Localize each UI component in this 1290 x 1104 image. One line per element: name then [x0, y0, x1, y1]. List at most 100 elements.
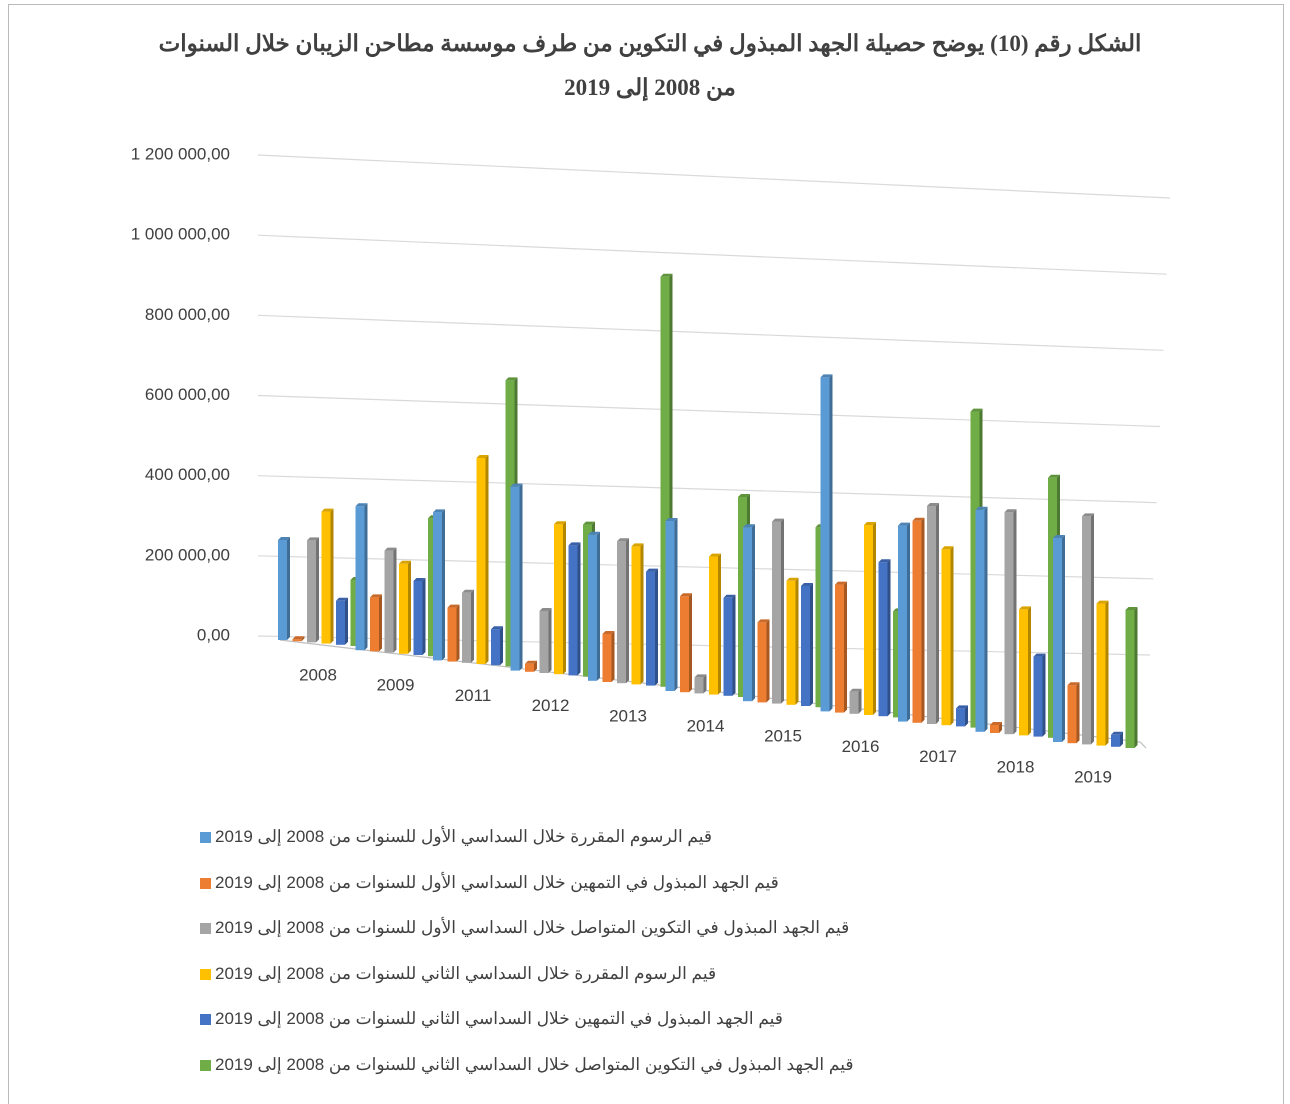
- bar-front: [893, 611, 902, 718]
- bar: [975, 506, 988, 732]
- bar: [1033, 653, 1046, 737]
- bar-front: [990, 725, 999, 733]
- legend-swatch: [200, 923, 211, 935]
- bar-top: [505, 377, 518, 381]
- bar-front: [1082, 516, 1091, 745]
- bar-top: [491, 626, 503, 630]
- bar-front: [307, 540, 316, 643]
- bar: [462, 589, 474, 663]
- bar-front: [757, 622, 767, 703]
- bar-front: [1048, 477, 1057, 738]
- bar: [631, 543, 644, 685]
- bar-side: [611, 631, 615, 682]
- bar-side: [965, 705, 968, 727]
- bar-side: [1076, 682, 1080, 744]
- bar-top: [864, 522, 876, 525]
- bar-side: [364, 503, 368, 651]
- bar: [927, 503, 939, 724]
- bar-side: [795, 577, 799, 705]
- bar-side: [534, 660, 537, 672]
- bar-top: [1096, 600, 1109, 604]
- bar-front: [278, 540, 287, 640]
- bar-side: [330, 508, 334, 644]
- bar-side: [984, 506, 988, 732]
- bar-top: [588, 531, 600, 535]
- bar-front: [927, 506, 936, 724]
- bar-top: [321, 508, 334, 512]
- bar-front: [510, 486, 520, 671]
- bar: [554, 521, 566, 675]
- bar: [539, 608, 552, 673]
- bar-top: [835, 581, 847, 585]
- bar-front: [1067, 685, 1077, 744]
- bar-front: [539, 611, 549, 673]
- floor-edge: [279, 639, 1147, 749]
- bar-top: [568, 542, 581, 546]
- x-tick-label: 2012: [532, 696, 570, 715]
- bar-top: [525, 660, 537, 664]
- bar-side: [287, 537, 290, 640]
- bar: [336, 597, 348, 645]
- bar-top: [307, 537, 319, 541]
- legend-item: قيم الجهد المبذول في التكوين المتواصل خل…: [200, 913, 1020, 959]
- bar-front: [476, 458, 486, 664]
- bar-top: [554, 521, 566, 525]
- bar-side: [519, 483, 523, 671]
- bar-side: [485, 455, 489, 664]
- bar-side: [626, 538, 629, 684]
- bar-front: [1096, 603, 1106, 746]
- bar-side: [471, 589, 474, 663]
- x-tick-label: 2011: [455, 686, 492, 705]
- bar-front: [970, 411, 980, 728]
- bar-side: [301, 636, 305, 642]
- bar-side: [689, 593, 692, 693]
- x-tick-label: 2013: [609, 706, 647, 725]
- bar-side: [548, 608, 552, 673]
- bar: [912, 517, 925, 723]
- grid-line: [257, 314, 1164, 351]
- bar-side: [907, 522, 910, 722]
- bar-top: [738, 494, 750, 497]
- bar-top: [849, 688, 862, 692]
- bar-top: [336, 597, 348, 601]
- bar-top: [447, 604, 460, 608]
- bar: [898, 522, 910, 722]
- bar-front: [743, 527, 752, 702]
- bar-side: [655, 568, 658, 686]
- bar-front: [709, 556, 718, 695]
- bar: [878, 559, 891, 717]
- bar-side: [422, 578, 426, 655]
- bar-side: [1105, 600, 1109, 746]
- bar-side: [858, 688, 862, 714]
- bar: [849, 688, 862, 714]
- x-tick-label: 2014: [687, 716, 725, 735]
- bar-side: [718, 553, 721, 695]
- bar: [723, 594, 736, 696]
- bar-side: [703, 674, 707, 694]
- bar-front: [355, 506, 365, 651]
- bar: [941, 546, 954, 726]
- bar-side: [950, 546, 954, 726]
- bar-side: [781, 518, 784, 704]
- bar-front: [680, 596, 689, 693]
- bar-front: [413, 581, 423, 655]
- bar-side: [887, 559, 891, 717]
- bar-top: [975, 506, 988, 510]
- bar-side: [810, 583, 813, 706]
- bar: [835, 581, 847, 713]
- legend-item: قيم الجهد المبذول في التمهين خلال السداس…: [200, 1004, 1020, 1050]
- legend-item: قيم الرسوم المقررة خلال السداسي الأول لل…: [200, 822, 1020, 868]
- bar: [786, 577, 799, 705]
- bar: [617, 538, 629, 684]
- bar-side: [936, 503, 939, 724]
- bar-top: [617, 538, 629, 542]
- bar-front: [849, 691, 859, 714]
- bar-top: [278, 537, 290, 540]
- bar: [1019, 606, 1031, 736]
- legend-item: قيم الرسوم المقررة خلال السداسي الثاني ل…: [200, 959, 1020, 1005]
- bar-side: [732, 594, 736, 696]
- bar-front: [815, 527, 825, 708]
- bar-side: [1028, 606, 1031, 736]
- legend-label: قيم الجهد المبذول في التكوين المتواصل خل…: [215, 918, 850, 937]
- bar-front: [864, 525, 873, 715]
